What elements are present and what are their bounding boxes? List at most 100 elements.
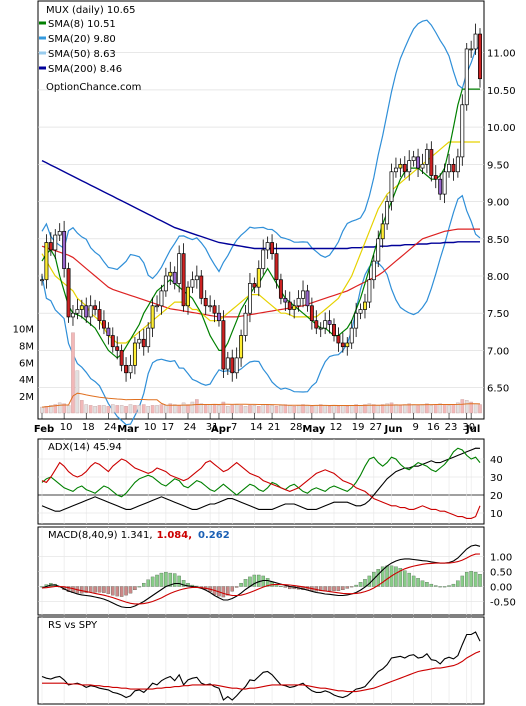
candle xyxy=(336,335,341,344)
candle xyxy=(296,297,301,307)
candlesticks xyxy=(40,23,482,382)
volume-bar xyxy=(84,404,89,414)
candle xyxy=(349,327,354,344)
candle xyxy=(309,305,314,322)
candle xyxy=(354,312,359,329)
volume-bar xyxy=(310,406,314,414)
candle xyxy=(371,260,376,281)
volume-bar xyxy=(478,404,482,414)
x-tick-label: 17 xyxy=(162,422,175,433)
volume-tick-label: 8M xyxy=(19,341,34,352)
volume-bar xyxy=(133,405,137,414)
price-tick-label: 8.50 xyxy=(487,235,509,246)
macd-hist-bar xyxy=(186,582,190,587)
volume-bar xyxy=(323,405,327,414)
candle xyxy=(106,327,111,336)
volume-bar xyxy=(420,404,425,414)
volume-bar xyxy=(190,401,195,414)
candle xyxy=(464,48,469,106)
candle xyxy=(93,305,98,310)
candle xyxy=(460,104,465,158)
legend-item: SMA(8) 10.51 xyxy=(48,19,116,30)
volume-bar xyxy=(380,404,385,414)
candle xyxy=(40,279,44,282)
volume-bar xyxy=(464,400,469,414)
macd-hist-bar xyxy=(354,584,358,587)
volume-bar xyxy=(407,403,412,414)
macd-hist-bar xyxy=(221,586,226,598)
candle xyxy=(119,350,124,366)
candle xyxy=(110,335,115,348)
rs-series-line xyxy=(42,650,481,693)
candle xyxy=(358,309,363,314)
candle xyxy=(327,320,332,325)
macd-hist-bar xyxy=(341,586,345,591)
volume-bar xyxy=(150,405,155,414)
adx-series-line xyxy=(41,447,481,498)
candle xyxy=(234,357,239,374)
candle xyxy=(212,305,217,314)
volume-bar xyxy=(71,332,75,414)
adx-title: ADX(14) 45.94 xyxy=(48,442,122,453)
candle xyxy=(225,357,230,370)
candle xyxy=(247,283,252,314)
candle xyxy=(132,342,137,366)
macd-hist-bar xyxy=(93,586,97,593)
x-tick-label: Jul xyxy=(465,424,480,435)
price-panel xyxy=(37,0,485,420)
volume-bar xyxy=(75,370,80,414)
macd-hist-bar xyxy=(133,586,137,591)
candle xyxy=(221,320,226,370)
volume-bar xyxy=(363,404,367,414)
macd-hist-bar xyxy=(119,586,124,597)
macd-hist-bar xyxy=(385,565,389,587)
candle xyxy=(84,305,89,318)
legend-item: SMA(20) 9.80 xyxy=(48,34,116,45)
x-tick-label: 31 xyxy=(206,422,219,433)
macd-hist-bar xyxy=(327,586,332,591)
volume-bar xyxy=(345,406,350,414)
volume-bar xyxy=(203,405,208,414)
macd-hist-bar xyxy=(168,572,173,587)
candle xyxy=(97,309,102,322)
macd-hist-bar xyxy=(177,575,181,587)
x-tick-label: 10 xyxy=(144,422,157,433)
macd-hist-bar xyxy=(66,586,71,592)
volume-bar xyxy=(367,403,372,414)
candle xyxy=(455,156,460,173)
volume-bar xyxy=(106,406,111,414)
volume-bar xyxy=(336,406,341,414)
volume-bar xyxy=(66,405,71,414)
macd-hist-bar xyxy=(230,586,234,592)
macd-title: MACD(8,40,9) 1.341, 1.084, 0.262 xyxy=(48,530,230,541)
macd-hist-bar xyxy=(84,586,88,593)
volume-y-axis: 10M 8M 6M 4M 2M xyxy=(13,324,34,403)
adx-y-axis: 40 30 20 10 xyxy=(490,455,503,520)
candle xyxy=(44,242,49,281)
volume-bar xyxy=(217,405,221,414)
macd-lines xyxy=(41,544,481,609)
candle xyxy=(367,279,372,303)
candle xyxy=(270,242,275,255)
candle xyxy=(283,297,288,303)
x-tick-label: 7 xyxy=(231,422,237,433)
candle xyxy=(429,149,434,176)
bollinger-upper xyxy=(41,19,481,280)
macd-hist-bar xyxy=(460,575,465,587)
candle xyxy=(115,346,120,351)
macd-hist-bar xyxy=(146,579,150,587)
volume-bar xyxy=(287,405,292,414)
volume-bar xyxy=(327,406,332,414)
price-tick-label: 10.50 xyxy=(487,86,516,97)
macd-hist-bar xyxy=(420,580,425,587)
volume-bar xyxy=(88,405,93,414)
candle xyxy=(252,283,257,288)
sma8-line xyxy=(41,88,480,359)
rs-title: RS vs SPY xyxy=(48,620,98,631)
x-tick-label: 14 xyxy=(250,422,263,433)
candle xyxy=(150,305,155,329)
candle xyxy=(305,290,310,307)
candle xyxy=(177,253,182,284)
